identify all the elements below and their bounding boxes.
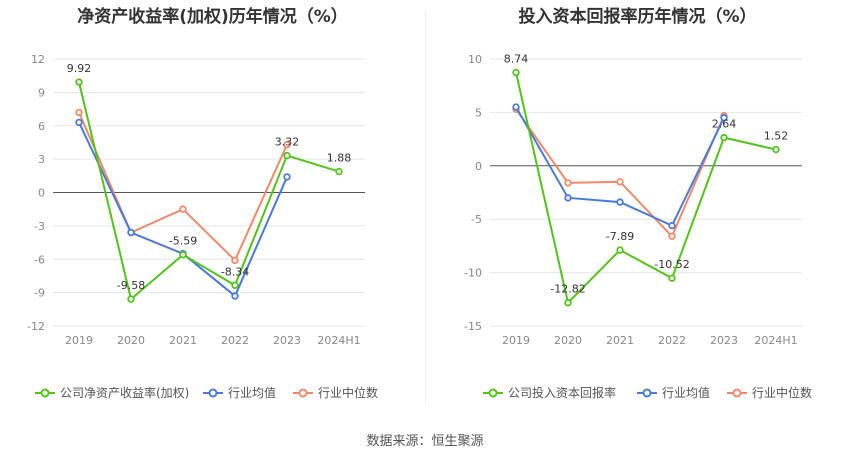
data-label: 8.74 <box>504 52 529 65</box>
legend-label: 公司净资产收益率(加权) <box>60 385 190 400</box>
roic-chart-plot: 10 5 0 -5 -10 -15 2019 2020 2021 2022 2023 2024H1 8.… <box>464 52 802 347</box>
roic-chart-legend: 公司投入资本回报率 行业均值 行业中位数 <box>425 382 850 402</box>
x-tick-label: 2024H1 <box>317 334 360 347</box>
x-tick-label: 2020 <box>554 334 582 347</box>
data-point <box>75 78 83 86</box>
panel-divider <box>425 10 426 405</box>
data-point <box>283 151 291 160</box>
series-line <box>78 81 340 301</box>
y-tick-label: 6 <box>38 120 45 133</box>
y-tick-label: 5 <box>475 106 482 119</box>
legend-item-company-roe[interactable]: 公司净资产收益率(加权) <box>35 382 189 402</box>
x-tick-label: 2021 <box>169 334 197 347</box>
legend-label: 行业中位数 <box>752 385 813 400</box>
x-tick-label: 2022 <box>658 334 686 347</box>
data-label: -9.58 <box>117 279 145 292</box>
y-tick-label: 0 <box>475 160 482 173</box>
data-label: -5.59 <box>169 235 197 248</box>
y-tick-label: -3 <box>34 220 45 233</box>
legend-item-company-roic[interactable]: 公司投入资本回报率 <box>483 382 616 402</box>
y-tick-label: -6 <box>34 253 45 266</box>
legend-label: 公司投入资本回报率 <box>508 385 617 400</box>
y-tick-label: -15 <box>464 320 482 333</box>
series-line <box>515 108 725 239</box>
data-point <box>231 281 239 289</box>
data-point <box>668 232 676 240</box>
data-source-note: 数据来源：恒生聚源 <box>366 434 484 449</box>
legend-label: 行业中位数 <box>318 385 379 400</box>
data-point <box>512 68 520 77</box>
roe-chart-panel: 净资产收益率(加权)历年情况（%） 12 9 6 3 0 -3 -6 -9 -12 2019 202… <box>0 0 425 410</box>
data-point <box>231 256 239 265</box>
data-point <box>772 145 780 154</box>
data-point <box>179 205 187 213</box>
legend-line-green-icon <box>35 387 55 398</box>
roic-chart-panel: 投入资本回报率历年情况（%） 10 5 0 -5 -10 -15 2019 2020 2021 2… <box>425 0 850 410</box>
x-tick-label: 2021 <box>606 334 634 347</box>
data-point <box>179 250 187 259</box>
data-point <box>75 108 83 117</box>
legend-item-industry-avg[interactable]: 行业均值 <box>203 382 276 402</box>
legend-line-orange-icon <box>727 387 747 398</box>
data-point <box>720 133 728 142</box>
data-point <box>616 198 624 206</box>
data-label: -8.34 <box>221 265 249 278</box>
x-tick-label: 2019 <box>65 334 93 347</box>
data-point <box>720 114 728 122</box>
legend-line-blue-icon <box>637 387 657 398</box>
data-point <box>335 167 343 176</box>
roe-chart-legend: 公司净资产收益率(加权) 行业均值 行业中位数 <box>0 382 425 402</box>
series-line <box>515 72 777 305</box>
legend-line-orange-icon <box>293 387 313 398</box>
data-point <box>616 178 624 186</box>
y-tick-label: -10 <box>464 267 482 280</box>
data-point <box>75 118 83 127</box>
data-label: 9.92 <box>67 62 92 75</box>
data-point <box>231 292 239 300</box>
y-tick-label: 0 <box>38 187 45 200</box>
legend-item-industry-avg[interactable]: 行业均值 <box>637 382 710 402</box>
y-tick-label: 10 <box>468 53 482 66</box>
x-tick-label: 2023 <box>273 334 301 347</box>
data-label: 3.32 <box>275 136 300 149</box>
y-tick-label: -5 <box>471 213 482 226</box>
data-point <box>512 103 520 111</box>
data-point <box>283 173 291 181</box>
legend-item-industry-median[interactable]: 行业中位数 <box>727 382 812 402</box>
legend-label: 行业均值 <box>662 385 711 400</box>
data-point <box>127 295 135 303</box>
data-point <box>283 140 291 149</box>
data-point <box>564 194 572 202</box>
legend-line-blue-icon <box>203 387 223 398</box>
data-point <box>668 221 676 230</box>
x-tick-label: 2020 <box>117 334 145 347</box>
roic-chart-title: 投入资本回报率历年情况（%） <box>518 7 757 27</box>
y-tick-label: -9 <box>34 287 45 300</box>
data-point <box>127 228 135 237</box>
x-tick-label: 2019 <box>502 334 530 347</box>
roe-chart-title: 净资产收益率(加权)历年情况（%） <box>77 7 348 27</box>
legend-label: 行业均值 <box>228 385 277 400</box>
y-tick-label: 3 <box>38 153 45 166</box>
y-tick-label: 12 <box>31 53 45 66</box>
x-tick-label: 2023 <box>710 334 738 347</box>
data-point <box>616 246 624 254</box>
x-tick-label: 2024H1 <box>754 334 797 347</box>
data-label: -10.52 <box>654 258 689 271</box>
data-point <box>564 179 572 187</box>
data-label: -7.89 <box>606 230 634 243</box>
data-label: 1.52 <box>764 130 789 143</box>
data-point <box>668 274 676 282</box>
data-label: -12.82 <box>550 283 585 296</box>
y-tick-label: -12 <box>27 320 45 333</box>
data-point <box>564 299 572 307</box>
legend-line-green-icon <box>483 387 503 398</box>
legend-item-industry-median[interactable]: 行业中位数 <box>293 382 378 402</box>
data-label: 2.64 <box>712 118 737 131</box>
x-tick-label: 2022 <box>221 334 249 347</box>
data-label: 1.88 <box>327 152 352 165</box>
roe-chart-plot: 12 9 6 3 0 -3 -6 -9 -12 2019 2020 2021 2022 2023 2024H… <box>27 53 365 347</box>
y-tick-label: 9 <box>38 86 45 99</box>
